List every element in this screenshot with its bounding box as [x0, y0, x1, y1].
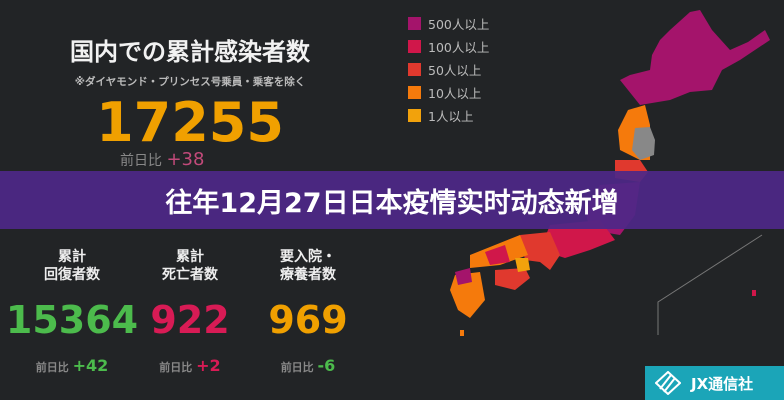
legend-swatch [408, 40, 421, 53]
stat-label: 回復者数 [44, 267, 100, 283]
legend-label: 100人以上 [428, 40, 490, 55]
island [460, 330, 464, 336]
legend-item: 100人以上 [408, 35, 489, 58]
legend-item: 50人以上 [408, 58, 489, 81]
stat-label: 死亡者数 [162, 267, 218, 283]
jx-logo: JX通信社 [645, 366, 784, 400]
legend-swatch [408, 86, 421, 99]
diff-label: 前日比 [159, 361, 193, 374]
stat-label: 要入院・ [280, 249, 336, 265]
legend-swatch [408, 63, 421, 76]
legend-label: 500人以上 [428, 17, 490, 32]
stat-recovered: 累計 回復者数 15364 前日比 +42 [2, 248, 142, 375]
legend-item: 1人以上 [408, 104, 489, 127]
headline-banner: 往年12月27日日本疫情实时动态新增 [0, 171, 784, 229]
legend-label: 1人以上 [428, 109, 474, 124]
stat-diff: 前日比 -6 [238, 356, 378, 375]
page-title: 国内での累計感染者数 [70, 38, 310, 66]
stat-value: 922 [150, 298, 230, 342]
diff-label: 前日比 [35, 361, 69, 374]
legend-item: 500人以上 [408, 12, 489, 35]
region-kochi-b [515, 258, 530, 272]
legend-item: 10人以上 [408, 81, 489, 104]
stat-label: 累計 [176, 249, 204, 265]
region-chubu [540, 220, 615, 258]
diff-label: 前日比 [280, 361, 314, 374]
region-hokkaido [620, 10, 770, 105]
legend-label: 10人以上 [428, 86, 482, 101]
stat-value: 969 [268, 298, 348, 342]
total-diff-value: +38 [166, 149, 205, 170]
legend-swatch [408, 109, 421, 122]
stat-value: 15364 [5, 298, 139, 342]
total-diff: 前日比 +38 [120, 150, 204, 171]
legend-swatch [408, 17, 421, 30]
stat-diff: 前日比 +42 [2, 356, 142, 375]
okinawa-inset-line [657, 234, 763, 335]
legend: 500人以上 100人以上 50人以上 10人以上 1人以上 [408, 12, 489, 127]
total-cases: 17255 [96, 91, 284, 154]
logo-text: JX通信社 [691, 374, 754, 393]
region-iwate [632, 127, 655, 160]
island [752, 290, 756, 296]
stat-label: 療養者数 [280, 267, 336, 283]
exclusion-note: ※ダイヤモンド・プリンセス号乗員・乗客を除く [74, 76, 306, 88]
region-shikoku [495, 268, 530, 290]
stat-label: 累計 [58, 249, 86, 265]
region-fukuoka [455, 268, 472, 285]
diff-value: +2 [196, 356, 221, 375]
diff-value: -6 [317, 356, 336, 375]
stat-diff: 前日比 +2 [120, 356, 260, 375]
diff-value: +42 [72, 356, 109, 375]
legend-label: 50人以上 [428, 63, 482, 78]
jx-logo-icon [655, 371, 681, 395]
region-kinki [520, 232, 560, 270]
region-chugoku-b [485, 245, 510, 265]
stat-deaths: 累計 死亡者数 922 前日比 +2 [120, 248, 260, 375]
stat-hospitalized: 要入院・ 療養者数 969 前日比 -6 [238, 248, 378, 375]
total-diff-label: 前日比 [120, 153, 162, 169]
